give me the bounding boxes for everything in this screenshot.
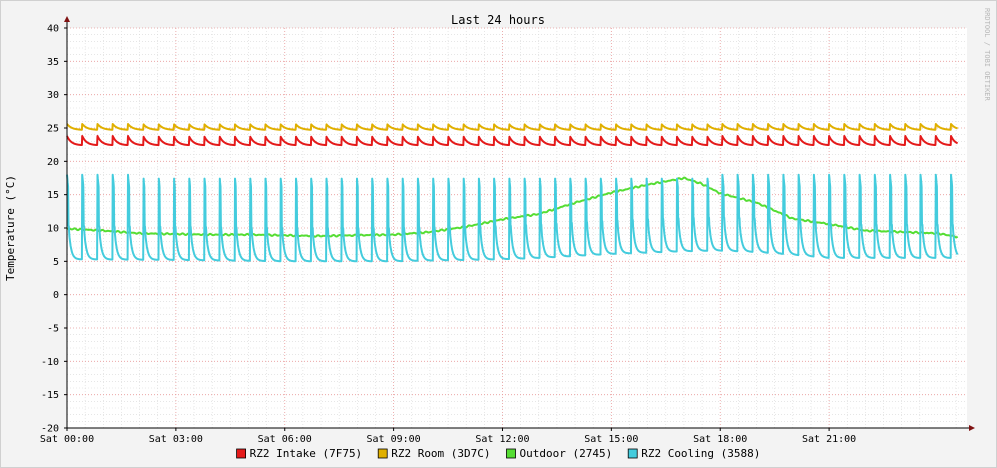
- y-axis-label: Temperature (°C): [4, 175, 17, 281]
- legend-swatch: [627, 448, 638, 459]
- minor-gridlines: [67, 28, 967, 428]
- legend: RZ2 Intake (7F75) RZ2 Room (3D7C) Outdoor …: [236, 447, 760, 460]
- rrdtool-watermark: RRDTOOL / TOBI OETIKER: [983, 8, 991, 102]
- y-tick-label: 25: [47, 124, 59, 135]
- y-tick-label: -5: [47, 324, 59, 335]
- y-tick-label: 35: [47, 57, 59, 68]
- y-tick-label: -10: [41, 357, 59, 368]
- y-tick-label: 20: [47, 157, 59, 168]
- y-tick-label: -20: [41, 424, 59, 435]
- y-tick-label: 10: [47, 224, 59, 235]
- series-line-1: [66, 135, 959, 147]
- legend-label: RZ2 Cooling (3588): [641, 447, 760, 460]
- legend-item: Outdoor (2745): [506, 447, 613, 460]
- y-tick-label: 30: [47, 90, 59, 101]
- chart-title: Last 24 hours: [451, 13, 545, 27]
- legend-swatch: [236, 448, 247, 459]
- x-tick-label: Sat 21:00: [802, 434, 856, 445]
- y-tick-label: -15: [41, 390, 59, 401]
- series-line-2: [66, 123, 959, 131]
- x-tick-label: Sat 03:00: [149, 434, 203, 445]
- legend-swatch: [377, 448, 388, 459]
- series-layer: [66, 123, 959, 263]
- legend-item: RZ2 Room (3D7C): [377, 447, 491, 460]
- legend-item: RZ2 Intake (7F75): [236, 447, 363, 460]
- series-line-4: [66, 173, 959, 263]
- x-tick-labels: Sat 00:00 Sat 03:00 Sat 06:00 Sat 09:00 Sat …: [40, 434, 856, 445]
- axes-layer: [64, 16, 975, 431]
- y-tick-label: 0: [53, 290, 59, 301]
- x-tick-label: Sat 12:00: [475, 434, 529, 445]
- legend-swatch: [506, 448, 516, 459]
- x-tick-label: Sat 09:00: [367, 434, 421, 445]
- y-tick-label: 40: [47, 24, 59, 35]
- legend-item: RZ2 Cooling (3588): [627, 447, 760, 460]
- x-tick-label: Sat 15:00: [584, 434, 638, 445]
- y-axis-arrow-icon: [64, 16, 70, 22]
- x-tick-label: Sat 06:00: [258, 434, 312, 445]
- x-tick-label: Sat 18:00: [693, 434, 747, 445]
- y-tick-labels: -20 -15 -10 -5 0 5 10 15 20 25 30 35 40: [41, 24, 59, 435]
- series-line-3: [66, 176, 959, 239]
- x-axis-arrow-icon: [969, 425, 975, 431]
- y-tick-label: 5: [53, 257, 59, 268]
- legend-label: Outdoor (2745): [520, 447, 613, 460]
- legend-label: RZ2 Room (3D7C): [391, 447, 490, 460]
- legend-label: RZ2 Intake (7F75): [250, 447, 363, 460]
- x-tick-label: Sat 00:00: [40, 434, 94, 445]
- y-tick-label: 15: [47, 190, 59, 201]
